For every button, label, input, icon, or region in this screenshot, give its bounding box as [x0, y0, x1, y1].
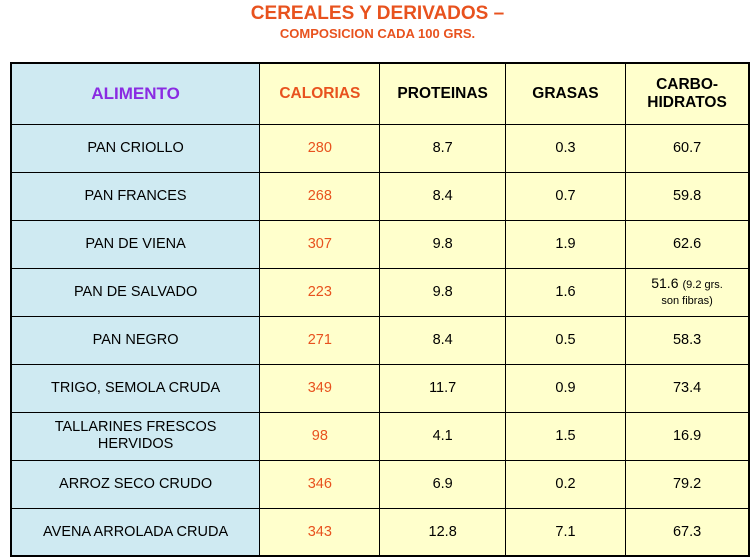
cell-proteinas: 9.8 — [379, 267, 506, 317]
carbo-value: 51.6 — [651, 274, 679, 291]
alimento-line1: TALLARINES FRESCOS — [54, 419, 217, 435]
table-row: PAN DE VIENA 307 9.8 1.9 62.6 — [10, 219, 750, 269]
cell-alimento: PAN DE VIENA — [10, 219, 261, 269]
table-row: PAN CRIOLLO 280 8.7 0.3 60.7 — [10, 123, 750, 173]
cell-calorias: 98 — [259, 411, 381, 461]
page-subtitle: COMPOSICION CADA 100 GRS. — [279, 26, 476, 41]
header-alimento: ALIMENTO — [10, 62, 261, 125]
cell-calorias: 343 — [259, 507, 381, 557]
cell-alimento: TRIGO, SEMOLA CRUDA — [10, 363, 261, 413]
cell-grasas: 0.9 — [504, 363, 627, 413]
cell-carbohidratos: 16.9 — [625, 411, 750, 461]
table-row: PAN FRANCES 268 8.4 0.7 59.8 — [10, 171, 750, 221]
table-row: ARROZ SECO CRUDO 346 6.9 0.2 79.2 — [10, 459, 750, 509]
table-header-row: ALIMENTO CALORIAS PROTEINAS GRASAS CARBO… — [10, 62, 750, 125]
cell-grasas: 0.7 — [504, 171, 627, 221]
cell-calorias: 307 — [259, 219, 381, 269]
composition-table: ALIMENTO CALORIAS PROTEINAS GRASAS CARBO… — [10, 62, 750, 557]
cell-grasas: 0.5 — [504, 315, 627, 365]
cell-proteinas: 11.7 — [379, 363, 506, 413]
cell-carbohidratos: 59.8 — [625, 171, 750, 221]
header-calorias: CALORIAS — [259, 62, 381, 125]
cell-grasas: 1.5 — [504, 411, 627, 461]
cell-grasas: 0.2 — [504, 459, 627, 509]
cell-alimento: PAN NEGRO — [10, 315, 261, 365]
cell-grasas: 0.3 — [504, 123, 627, 173]
cell-carbohidratos: 58.3 — [625, 315, 750, 365]
header-carbohidratos: CARBO- HIDRATOS — [625, 62, 750, 125]
cell-calorias: 271 — [259, 315, 381, 365]
cell-carbohidratos: 79.2 — [625, 459, 750, 509]
header-proteinas: PROTEINAS — [379, 62, 506, 125]
cell-proteinas: 12.8 — [379, 507, 506, 557]
cell-carbohidratos: 67.3 — [625, 507, 750, 557]
cell-calorias: 223 — [259, 267, 381, 317]
table-row: PAN DE SALVADO 223 9.8 1.6 51.6 (9.2 grs… — [10, 267, 750, 317]
cell-alimento: PAN DE SALVADO — [10, 267, 261, 317]
cell-calorias: 280 — [259, 123, 381, 173]
cell-carbohidratos: 73.4 — [625, 363, 750, 413]
cell-alimento: ARROZ SECO CRUDO — [10, 459, 261, 509]
cell-alimento: TALLARINES FRESCOS HERVIDOS — [10, 411, 261, 461]
cell-proteinas: 8.7 — [379, 123, 506, 173]
table-row: AVENA ARROLADA CRUDA 343 12.8 7.1 67.3 — [10, 507, 750, 557]
cell-grasas: 7.1 — [504, 507, 627, 557]
cell-carbohidratos: 62.6 — [625, 219, 750, 269]
table-row: TALLARINES FRESCOS HERVIDOS 98 4.1 1.5 1… — [10, 411, 750, 461]
cell-grasas: 1.9 — [504, 219, 627, 269]
cell-alimento: PAN CRIOLLO — [10, 123, 261, 173]
cell-carbohidratos: 51.6 (9.2 grs. son fibras) — [625, 267, 750, 317]
cell-proteinas: 6.9 — [379, 459, 506, 509]
table-row: TRIGO, SEMOLA CRUDA 349 11.7 0.9 73.4 — [10, 363, 750, 413]
cell-proteinas: 8.4 — [379, 171, 506, 221]
cell-proteinas: 8.4 — [379, 315, 506, 365]
cell-calorias: 349 — [259, 363, 381, 413]
cell-alimento: AVENA ARROLADA CRUDA — [10, 507, 261, 557]
alimento-line2: HERVIDOS — [97, 436, 174, 452]
carbo-note: (9.2 grs. — [682, 278, 723, 291]
cell-carbohidratos: 60.7 — [625, 123, 750, 173]
carbo-note-line2: son fibras) — [661, 294, 713, 307]
cell-calorias: 268 — [259, 171, 381, 221]
cell-grasas: 1.6 — [504, 267, 627, 317]
header-carbo-line1: CARBO- — [656, 75, 719, 93]
cell-proteinas: 4.1 — [379, 411, 506, 461]
cell-alimento: PAN FRANCES — [10, 171, 261, 221]
header-grasas: GRASAS — [504, 62, 627, 125]
cell-calorias: 346 — [259, 459, 381, 509]
cell-proteinas: 9.8 — [379, 219, 506, 269]
table-row: PAN NEGRO 271 8.4 0.5 58.3 — [10, 315, 750, 365]
header-carbo-line2: HIDRATOS — [647, 93, 727, 111]
page-title: CEREALES Y DERIVADOS – — [250, 3, 505, 24]
